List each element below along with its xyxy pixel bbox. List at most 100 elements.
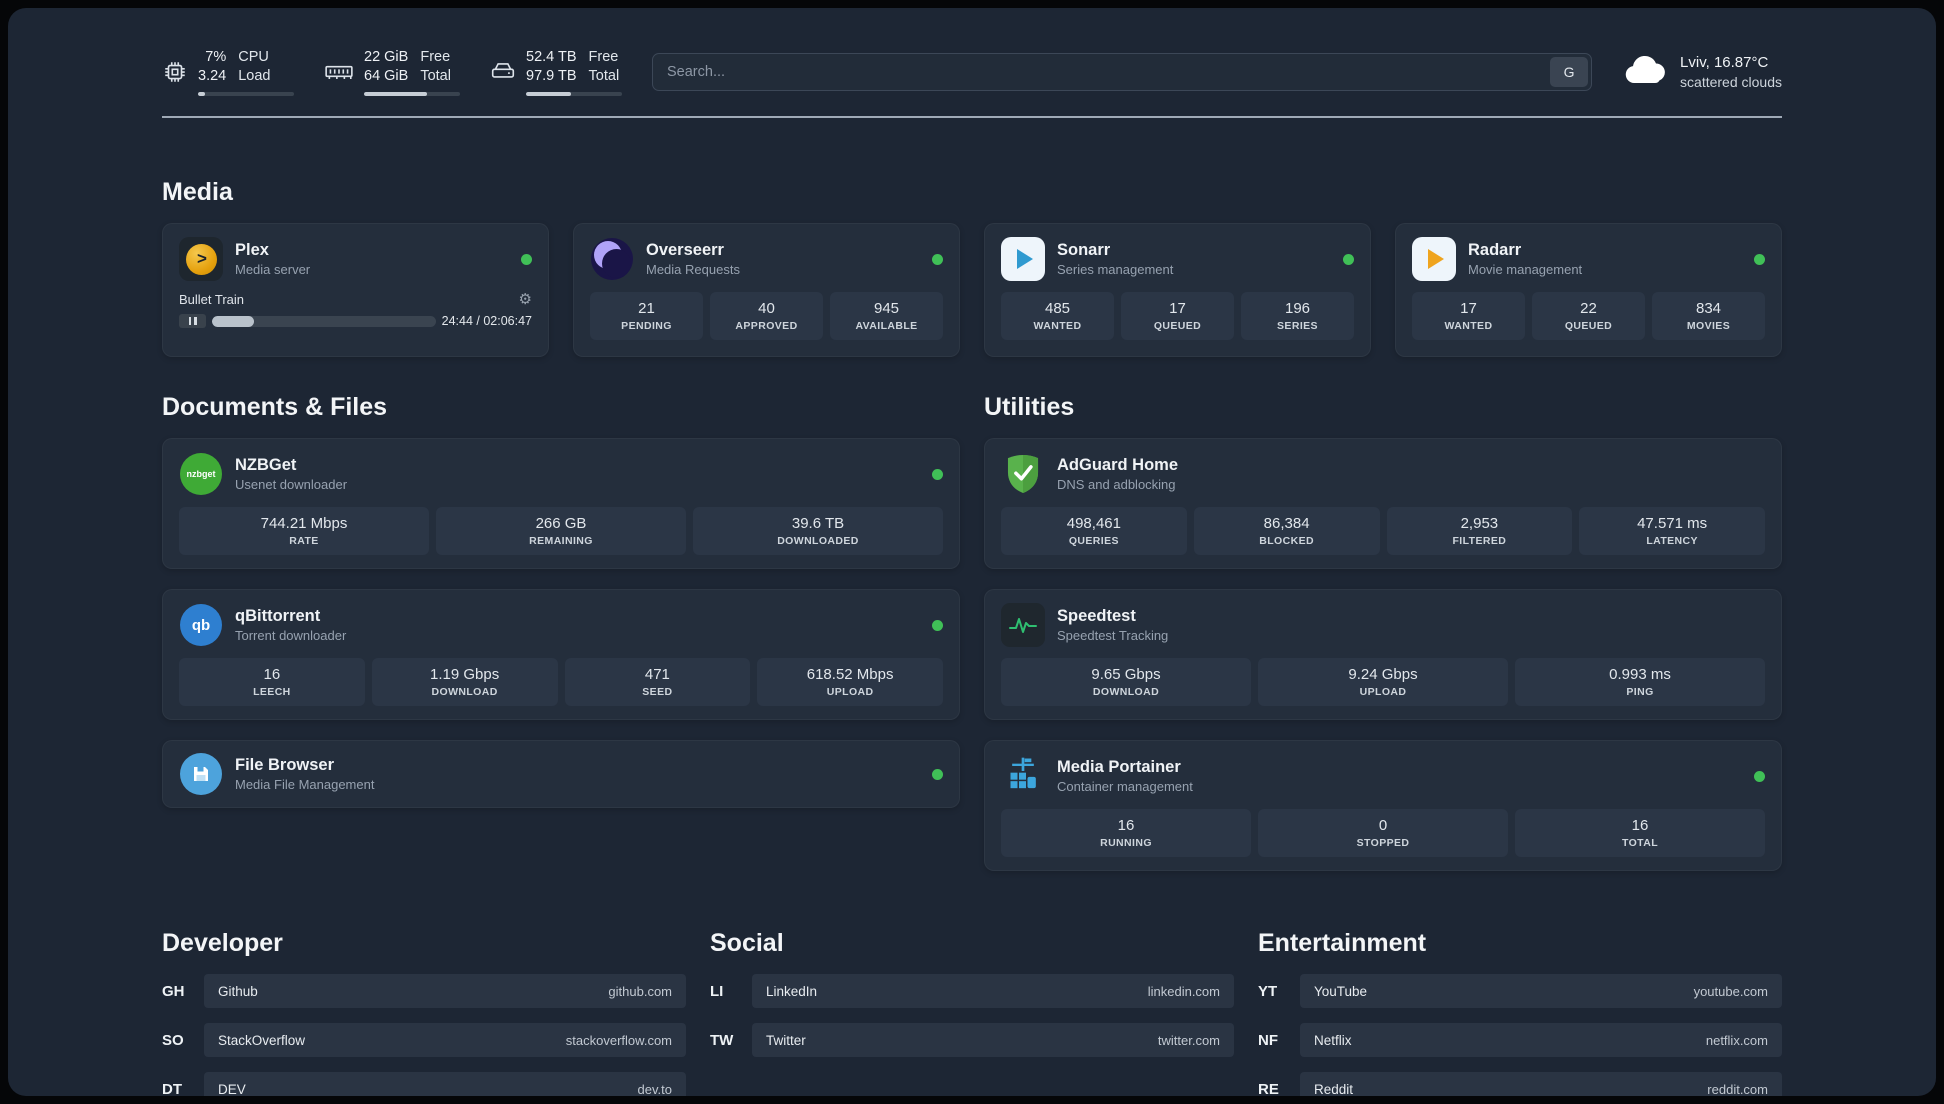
bookmark-url: reddit.com bbox=[1707, 1081, 1768, 1096]
filebrowser-icon bbox=[180, 753, 222, 796]
stat-label: DOWNLOADED bbox=[777, 535, 859, 548]
service-description: Speedtest Tracking bbox=[1057, 628, 1169, 644]
bookmark-stackoverflow[interactable]: SO StackOverflow stackoverflow.com bbox=[162, 1023, 686, 1058]
bookmark-abbr: SO bbox=[162, 1031, 184, 1049]
bookmark-url: twitter.com bbox=[1157, 1032, 1220, 1048]
bookmark-dev[interactable]: DT DEV dev.to bbox=[162, 1072, 686, 1096]
bookmark-abbr: GH bbox=[162, 982, 185, 1000]
status-dot bbox=[1343, 253, 1354, 265]
stat-value: 9.65 Gbps bbox=[1091, 666, 1161, 684]
stat-value: 0 bbox=[1378, 817, 1388, 835]
bookmark-twitter[interactable]: TW Twitter twitter.com bbox=[710, 1023, 1234, 1058]
weather-widget: Lviv, 16.87°C scattered clouds bbox=[1622, 53, 1782, 92]
bookmark-netflix[interactable]: NF Netflix netflix.com bbox=[1258, 1023, 1782, 1058]
system-stats: 7% 3.24 CPU Load bbox=[162, 48, 622, 97]
stat-label: DOWNLOAD bbox=[431, 686, 498, 699]
status-dot bbox=[932, 768, 943, 780]
stat-label: SERIES bbox=[1277, 320, 1318, 333]
cpu-progress-bar bbox=[198, 91, 294, 97]
bookmark-name: LinkedIn bbox=[766, 983, 818, 999]
bookmark-abbr: TW bbox=[710, 1031, 734, 1049]
top-bar: 7% 3.24 CPU Load bbox=[162, 8, 1782, 97]
social-section-title: Social bbox=[710, 929, 784, 958]
service-name: Sonarr bbox=[1057, 241, 1111, 260]
stat-tile: 945 AVAILABLE bbox=[830, 292, 943, 341]
stat-label: PING bbox=[1626, 686, 1654, 699]
stats-row: 485 WANTED 17 QUEUED 196 SERIES bbox=[1001, 292, 1354, 341]
service-card-filebrowser[interactable]: File Browser Media File Management bbox=[162, 740, 960, 809]
stat-value: 1.19 Gbps bbox=[430, 666, 500, 684]
bookmark-youtube[interactable]: YT YouTube youtube.com bbox=[1258, 974, 1782, 1009]
stat-value: 9.24 Gbps bbox=[1348, 666, 1418, 684]
bookmark-github[interactable]: GH Github github.com bbox=[162, 974, 686, 1009]
memory-total-label: Total bbox=[420, 67, 451, 84]
status-dot bbox=[932, 468, 943, 480]
bookmark-linkedin[interactable]: LI LinkedIn linkedin.com bbox=[710, 974, 1234, 1009]
stat-label: PENDING bbox=[621, 320, 672, 333]
stat-tile: 0 STOPPED bbox=[1258, 809, 1508, 858]
stat-value: 16 bbox=[1117, 817, 1135, 835]
stat-label: LATENCY bbox=[1646, 535, 1698, 548]
bookmark-abbr: NF bbox=[1258, 1031, 1278, 1049]
stats-row: 21 PENDING 40 APPROVED 945 AVAILABLE bbox=[590, 292, 943, 341]
bookmark-name: DEV bbox=[218, 1081, 246, 1096]
stats-row: 498,461 QUERIES 86,384 BLOCKED 2,953 FIL… bbox=[1001, 507, 1765, 556]
bookmark-name: YouTube bbox=[1314, 983, 1368, 999]
bookmark-name: Twitter bbox=[766, 1032, 806, 1048]
service-name: Media Portainer bbox=[1057, 758, 1181, 777]
service-card-nzbget[interactable]: nzbget NZBGet Usenet downloader 74 bbox=[162, 438, 960, 570]
stat-tile: 86,384 BLOCKED bbox=[1193, 507, 1380, 556]
cpu-load-value: 3.24 bbox=[198, 67, 227, 84]
adguard-icon bbox=[1001, 452, 1045, 496]
stat-label: QUERIES bbox=[1068, 535, 1119, 548]
media-progress-bar[interactable] bbox=[212, 315, 436, 327]
stat-label: UPLOAD bbox=[1359, 686, 1407, 699]
stat-tile: 834 MOVIES bbox=[1652, 292, 1765, 341]
stats-row: 16 LEECH 1.19 Gbps DOWNLOAD 471 SEED bbox=[179, 658, 943, 707]
service-card-portainer[interactable]: Media Portainer Container management 16 … bbox=[984, 740, 1782, 872]
service-description: Series management bbox=[1057, 262, 1174, 278]
bookmark-abbr: LI bbox=[710, 982, 724, 1000]
service-card-qbittorrent[interactable]: qb qBittorrent Torrent downloader bbox=[162, 589, 960, 721]
service-card-adguard[interactable]: AdGuard Home DNS and adblocking 498,461 … bbox=[984, 438, 1782, 570]
bookmark-abbr: YT bbox=[1258, 982, 1278, 1000]
service-card-radarr[interactable]: Radarr Movie management 17 WANTED 22 QUE… bbox=[1395, 223, 1782, 358]
service-card-plex[interactable]: > Plex Media server Bullet Train ⚙ bbox=[162, 223, 549, 358]
weather-condition: scattered clouds bbox=[1680, 73, 1782, 90]
search-engine-button[interactable]: G bbox=[1550, 57, 1589, 88]
memory-total-value: 64 GiB bbox=[364, 67, 409, 84]
cpu-icon bbox=[162, 59, 188, 85]
bookmark-reddit[interactable]: RE Reddit reddit.com bbox=[1258, 1072, 1782, 1096]
service-card-sonarr[interactable]: Sonarr Series management 485 WANTED 17 Q… bbox=[984, 223, 1371, 358]
section-utilities: Utilities bbox=[984, 393, 1782, 872]
status-dot bbox=[1754, 253, 1765, 265]
service-card-overseerr[interactable]: Overseerr Media Requests 21 PENDING 40 A… bbox=[573, 223, 960, 358]
pause-button[interactable] bbox=[179, 314, 206, 329]
stat-tile: 0.993 ms PING bbox=[1515, 658, 1765, 707]
cpu-usage-value: 7% bbox=[205, 49, 227, 65]
service-name: qBittorrent bbox=[235, 607, 321, 626]
disk-icon bbox=[490, 59, 516, 85]
gear-icon[interactable]: ⚙ bbox=[518, 291, 532, 309]
service-card-speedtest[interactable]: Speedtest Speedtest Tracking 9.65 Gbps D… bbox=[984, 589, 1782, 721]
stat-value: 618.52 Mbps bbox=[806, 666, 894, 684]
nzbget-icon: nzbget bbox=[180, 453, 222, 496]
stat-tile: 17 QUEUED bbox=[1121, 292, 1234, 341]
entertainment-section-title: Entertainment bbox=[1258, 929, 1427, 958]
stat-value: 21 bbox=[638, 300, 655, 318]
service-description: Media File Management bbox=[235, 777, 375, 793]
stat-label: LEECH bbox=[253, 686, 291, 699]
status-dot bbox=[932, 619, 943, 631]
storage-free-value: 52.4 TB bbox=[526, 49, 577, 65]
search-input[interactable] bbox=[652, 53, 1593, 92]
bookmark-name: StackOverflow bbox=[218, 1032, 306, 1048]
status-dot bbox=[521, 253, 532, 265]
stat-label: WANTED bbox=[1444, 320, 1493, 333]
stats-row: 744.21 Mbps RATE 266 GB REMAINING 39.6 T… bbox=[179, 507, 943, 556]
stat-value: 471 bbox=[644, 666, 670, 684]
search-bar: G bbox=[652, 53, 1593, 92]
stat-label: QUEUED bbox=[1564, 320, 1613, 333]
stats-row: 9.65 Gbps DOWNLOAD 9.24 Gbps UPLOAD 0.99… bbox=[1001, 658, 1765, 707]
bookmark-url: github.com bbox=[608, 983, 672, 999]
service-name: NZBGet bbox=[235, 456, 297, 475]
